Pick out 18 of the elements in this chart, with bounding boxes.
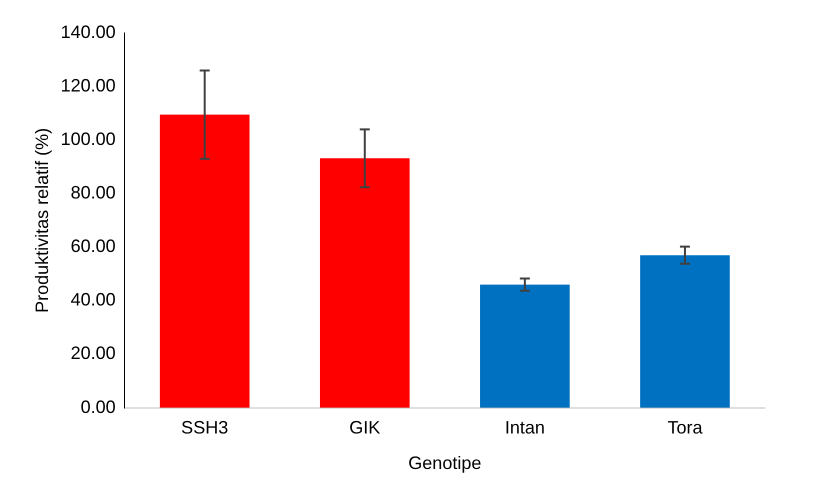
y-tick-label: 120.00 bbox=[60, 76, 116, 96]
x-axis-title: Genotipe bbox=[408, 453, 482, 474]
y-tick-label: 40.00 bbox=[70, 290, 116, 310]
x-tick-label: GIK bbox=[349, 418, 380, 438]
y-tick-label: 100.00 bbox=[60, 129, 116, 150]
y-tick-label: 60.00 bbox=[70, 236, 116, 256]
y-tick-label: 80.00 bbox=[70, 182, 116, 203]
x-tick-label: Tora bbox=[667, 418, 704, 438]
y-tick-label: 140.00 bbox=[60, 22, 116, 42]
x-tick-label: SSH3 bbox=[181, 418, 228, 438]
y-tick-label: 0.00 bbox=[80, 396, 116, 417]
bar bbox=[480, 284, 570, 408]
bar bbox=[320, 158, 410, 408]
x-tick-label: Intan bbox=[504, 418, 545, 438]
y-axis-title: Produktivitas relatif (%) bbox=[32, 128, 52, 313]
bar bbox=[160, 114, 250, 408]
bar bbox=[640, 255, 730, 408]
y-tick-label: 20.00 bbox=[70, 343, 116, 364]
